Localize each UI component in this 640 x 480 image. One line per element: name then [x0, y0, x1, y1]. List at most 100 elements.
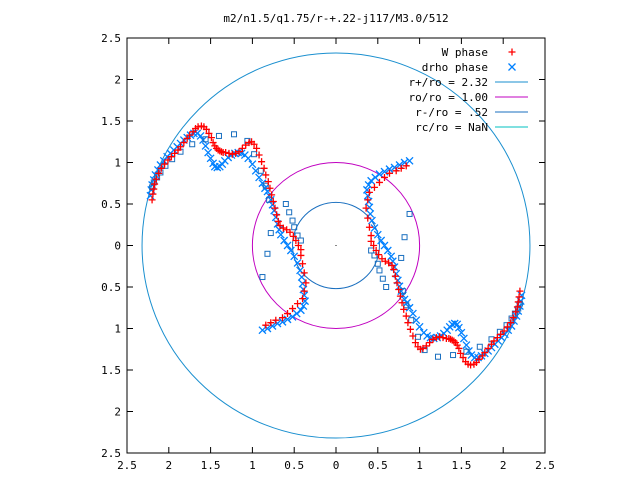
w-phase-point [235, 148, 243, 156]
w-phase-point [367, 232, 375, 240]
w-phase-point [365, 188, 373, 196]
square-point [231, 131, 238, 138]
w-phase-point [278, 314, 286, 322]
w-phase-point [455, 344, 463, 352]
w-phase-point [402, 162, 410, 170]
w-phase-point [258, 158, 266, 166]
drho-phase-point [450, 319, 459, 328]
square-point [511, 310, 518, 317]
circle-ro-ro [251, 162, 421, 329]
w-phase-point [500, 327, 508, 335]
drho-phase-point [278, 317, 287, 326]
w-phase-point [157, 164, 165, 172]
drho-phase-point [244, 154, 253, 163]
legend-label: rc/ro = NaN [415, 121, 488, 134]
w-phase-point [209, 139, 217, 147]
w-phase-point [514, 298, 522, 306]
square-point [376, 267, 383, 274]
drho-phase-point [204, 148, 213, 157]
drho-phase-point [283, 241, 292, 250]
drho-phase-point [248, 160, 257, 169]
w-phase-point [362, 204, 370, 212]
w-phase-point [268, 191, 276, 199]
w-phase-point [470, 360, 478, 368]
square-point [463, 348, 470, 355]
w-phase-point [447, 335, 455, 343]
w-phase-point [266, 184, 274, 192]
drho-phase-point [275, 225, 284, 234]
w-phase-point [448, 336, 456, 344]
drho-phase-point [400, 158, 409, 167]
drho-phase-point [474, 353, 483, 362]
w-phase-point [392, 167, 400, 175]
w-phase-point [232, 149, 240, 157]
w-phase-point [294, 300, 302, 308]
w-phase-point [255, 151, 263, 159]
w-phase-point [286, 228, 294, 236]
w-phase-point [364, 214, 372, 222]
w-phase-point [171, 149, 179, 157]
drho-phase-point [370, 224, 379, 233]
legend-swatch [508, 48, 516, 56]
w-phase-point [217, 148, 225, 156]
w-phase-point [294, 242, 302, 249]
drho-phase-point [364, 180, 373, 189]
y-tick-label: 0.5 [101, 198, 121, 211]
w-phase-point [411, 339, 419, 347]
w-phase-point [459, 354, 467, 362]
square-point [414, 333, 421, 340]
square-point [289, 217, 296, 224]
w-phase-point [409, 332, 417, 340]
w-phase-point [222, 149, 230, 157]
drho-phase-point [213, 163, 222, 172]
drho-phase-point [283, 315, 292, 324]
drho-phase-point [415, 322, 424, 331]
drho-phase-point [457, 328, 466, 337]
w-phase-point [272, 316, 280, 324]
w-phase-point [484, 344, 492, 352]
w-phase-point [442, 334, 450, 342]
y-tick-label: 2.5 [101, 447, 121, 460]
square-point [157, 169, 164, 176]
w-phase-point [400, 305, 408, 313]
x-tick-label: 0.5 [368, 459, 388, 472]
w-phase-point [404, 319, 412, 327]
square-point [244, 137, 251, 144]
square-point [383, 284, 390, 290]
reference-circles [141, 52, 531, 439]
square-point [215, 132, 222, 139]
axis-ticks: 2.5 2 1.5 1 0.5 0 0.5 1 1.5 2 2.52.521.510.500.511… [101, 32, 555, 472]
w-phase-point [386, 169, 394, 177]
drho-phase-point [268, 322, 277, 330]
w-phase-point [457, 349, 465, 357]
square-point [286, 209, 293, 216]
legend-label: ro/ro = 1.00 [409, 91, 488, 104]
y-tick-label: 1 [114, 323, 121, 336]
drho-phase-point [405, 156, 414, 165]
w-phase-point [507, 319, 515, 327]
drho-phase-point [201, 141, 210, 150]
w-phase-point [397, 164, 405, 172]
w-phase-point [167, 153, 175, 161]
w-phase-point [391, 272, 399, 280]
w-phase-point [364, 196, 372, 204]
drho-phase-point [288, 312, 297, 321]
w-phase-point [284, 310, 292, 318]
y-tick-label: 2.5 [101, 32, 121, 45]
drho-phase-point [258, 326, 267, 335]
w-phase-point [269, 198, 277, 206]
square-point [282, 201, 289, 207]
w-phase-point [396, 292, 404, 300]
square-point [154, 174, 161, 181]
w-phase-point [302, 279, 310, 287]
drho-phase-point [380, 167, 389, 176]
square-point [421, 347, 428, 354]
drho-phase-point [408, 309, 417, 318]
w-phase-point [250, 140, 258, 148]
w-phase-point [426, 339, 434, 347]
w-phase-point [497, 330, 505, 338]
w-phase-point [289, 232, 297, 240]
drho-phase-point [189, 129, 198, 138]
w-phase-point [267, 319, 275, 327]
w-phase-point [439, 334, 447, 342]
